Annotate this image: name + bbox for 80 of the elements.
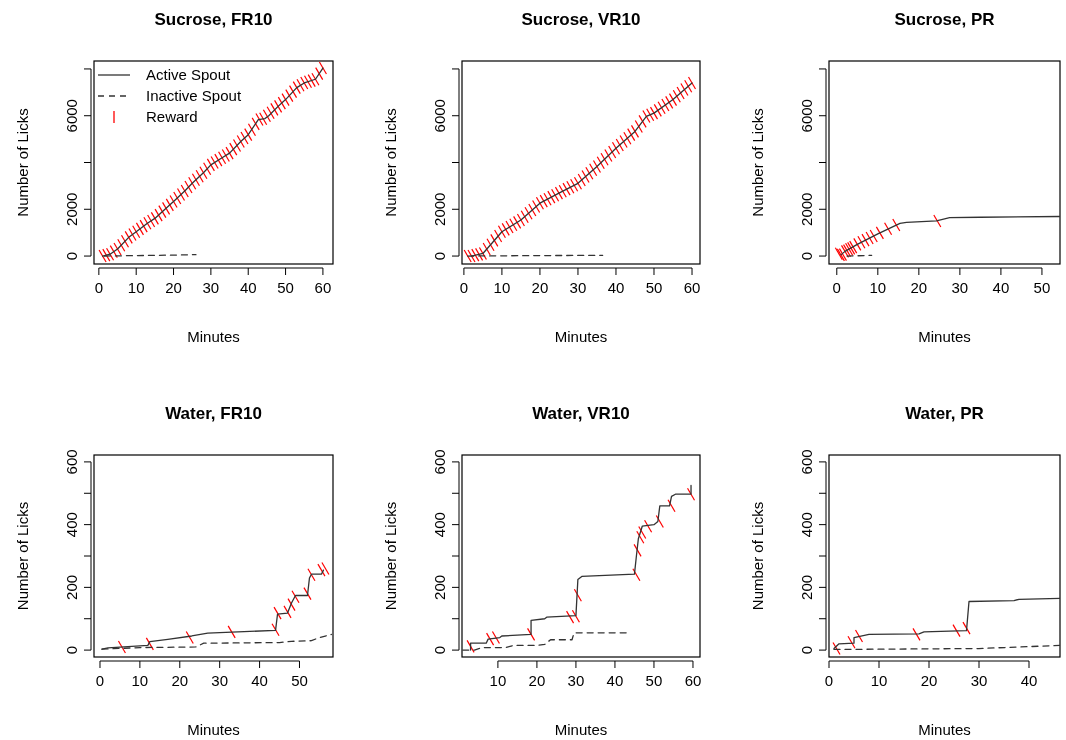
y-axis-title: Number of Licks [382,108,399,217]
y-tick-label: 2000 [63,192,80,226]
y-tick-label: 0 [63,645,80,655]
x-tick-label: 40 [606,672,624,689]
x-tick-label: 50 [291,672,308,689]
x-tick-label: 40 [992,279,1010,296]
x-axis-title: Minutes [918,328,971,345]
x-tick-label: 10 [493,279,511,296]
chart-title: Water, PR [905,404,984,423]
chart-title: Sucrose, PR [894,10,995,29]
x-tick-label: 60 [684,672,702,689]
y-axis-title: Number of Licks [382,501,399,611]
y-tick-label: 6000 [431,99,448,133]
y-tick-label: 0 [798,251,815,261]
x-tick-label: 10 [131,672,149,689]
y-tick-label: 200 [63,574,80,600]
x-tick-label: 30 [569,279,587,296]
x-tick-label: 40 [607,279,625,296]
x-tick-label: 10 [870,672,888,689]
chart-title: Sucrose, FR10 [154,10,273,29]
y-tick-label: 400 [431,512,448,538]
x-tick-label: 50 [645,672,663,689]
y-axis-title: Number of Licks [749,108,766,217]
chart-title: Sucrose, VR10 [521,10,641,29]
x-tick-label: 0 [824,672,834,689]
line-series [840,215,1060,256]
x-tick-label: 50 [645,279,663,296]
x-tick-label: 20 [171,672,189,689]
x-tick-label: 30 [202,279,220,296]
x-tick-label: 0 [94,279,104,296]
x-tick-label: 40 [1020,672,1038,689]
x-tick-label: 0 [832,279,841,296]
x-tick-label: 20 [528,672,546,689]
y-tick-label: 0 [431,645,448,655]
x-tick-label: 10 [489,672,507,689]
chart-title: Water, FR10 [165,404,262,423]
x-axis-title: Minutes [187,328,240,345]
x-tick-label: 20 [531,279,549,296]
x-tick-label: 30 [567,672,585,689]
x-tick-label: 30 [970,672,988,689]
y-tick-label: 6000 [798,99,815,133]
y-axis-title: Number of Licks [749,501,766,611]
y-axis-title: Number of Licks [14,108,31,217]
x-tick-label: 20 [920,672,938,689]
chart-title: Water, VR10 [532,404,630,423]
y-tick-label: 400 [63,512,80,538]
x-tick-label: 60 [683,279,701,296]
x-tick-label: 60 [314,279,332,296]
y-tick-label: 400 [798,512,815,538]
x-axis-title: Minutes [187,721,240,738]
y-tick-label: 600 [63,449,80,475]
x-tick-label: 0 [95,672,105,689]
x-tick-label: 50 [277,279,294,296]
y-tick-label: 600 [431,449,448,475]
x-tick-label: 10 [127,279,145,296]
y-tick-label: 0 [63,251,80,261]
x-tick-label: 0 [459,279,469,296]
y-tick-label: 600 [798,449,815,475]
x-tick-label: 30 [211,672,229,689]
x-axis-title: Minutes [918,721,971,738]
legend-label: Reward [146,108,198,125]
x-axis-title: Minutes [554,328,608,345]
legend-label: Inactive Spout [146,87,242,104]
x-axis-title: Minutes [554,721,608,738]
y-tick-label: 2000 [431,192,448,226]
x-tick-label: 20 [165,279,182,296]
y-tick-label: 6000 [63,99,80,133]
x-tick-label: 30 [951,279,969,296]
x-tick-label: 10 [869,279,887,296]
x-tick-label: 40 [239,279,257,296]
y-tick-label: 0 [798,645,815,655]
y-tick-label: 200 [431,574,448,600]
y-tick-label: 200 [798,574,815,600]
y-tick-label: 2000 [798,192,815,226]
x-tick-label: 40 [251,672,268,689]
x-tick-label: 20 [910,279,928,296]
legend-label: Active Spout [146,66,232,83]
x-tick-label: 50 [1033,279,1051,296]
y-tick-label: 0 [431,251,448,261]
y-axis-title: Number of Licks [14,501,31,611]
